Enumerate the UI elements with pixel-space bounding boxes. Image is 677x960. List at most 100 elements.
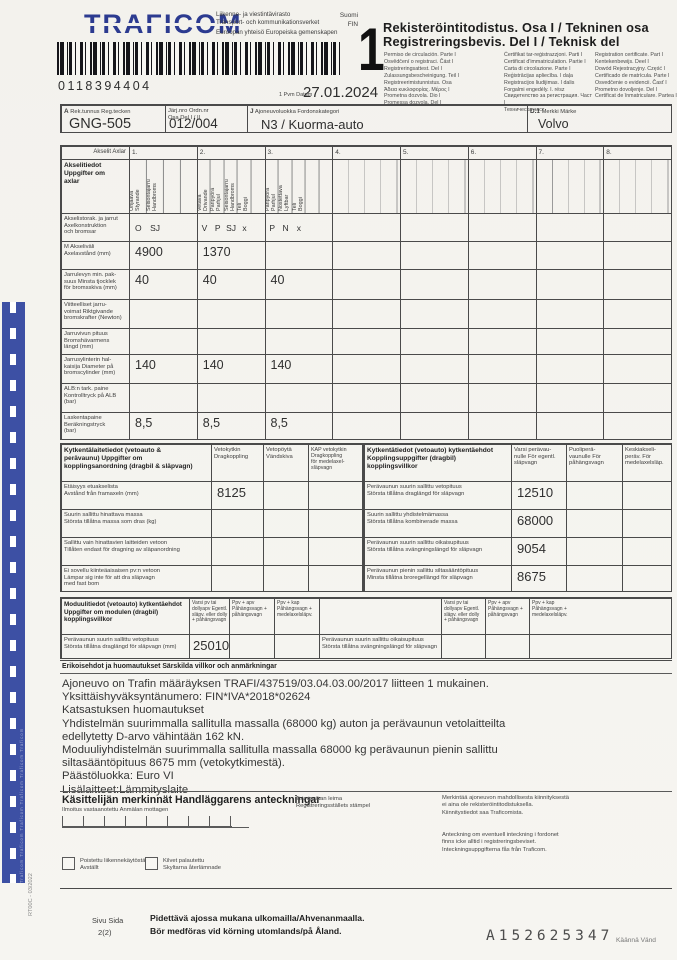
carry-notice-fi: Pidettävä ajossa mukana ulkomailla/Ahven… (150, 913, 365, 923)
wheelbase-value: 1370 (196, 241, 265, 269)
brake-cylinder-diameter-value (535, 354, 604, 383)
reference-brake-forces-value (196, 299, 265, 328)
axles-corner-label: Akselit Axlar (61, 146, 129, 159)
reference-brake-forces-value (603, 299, 671, 328)
brake-disc-thickness-value: 40 (129, 269, 197, 299)
empty-cell (308, 565, 362, 591)
brake-lever-length-value (196, 328, 265, 354)
kap-coupling-col-label: KAP vetokytkin Dragkoppling för medelaxe… (308, 444, 362, 481)
brake-cylinder-diameter-value (467, 354, 536, 383)
axle2-sub-empty (250, 160, 265, 213)
axle-number: 8. (603, 146, 671, 159)
eu-community-label: Euroopan yhteisö Europeiska gemenskapen (216, 29, 338, 36)
wheelbase-value (603, 241, 671, 269)
document-serial-number: A152625347 (486, 928, 614, 944)
alb-control-pressure-value (196, 383, 265, 412)
coupling-data-table: Kytkentätiedot (vetoauto) kytkentäehdot … (363, 443, 672, 592)
max-swing-length-value: 9054 (511, 537, 566, 565)
module-col2-label: Ppv + apv Påhängsvagn + påhängsvagn (229, 598, 274, 634)
field-j-tag: J (250, 108, 254, 115)
date-value: 27.01.2024 (303, 84, 379, 101)
calculation-pressure-label: Laskentapaine Beräkningstryck (bar) (61, 412, 129, 439)
axle2-header: Vetävä Drivande Paripyörä Parhjul Seison… (196, 159, 265, 213)
calculation-pressure-value: 8,5 (196, 412, 265, 439)
empty-cell (308, 509, 362, 537)
deregistered-checkbox (62, 857, 75, 870)
module-col3-label: Ppv + kap Påhängsvagn + medelaxelsläpv. (274, 598, 319, 634)
distance-front-axle-label: Etäisyys etuakselista Avstånd från frama… (61, 481, 211, 509)
calculation-pressure-value (603, 412, 671, 439)
empty-cell (441, 634, 485, 658)
empty-cell (622, 509, 671, 537)
reference-brake-forces-value (332, 299, 400, 328)
max-combination-mass-label: Suurin sallittu yhdistelmämassa Största … (364, 509, 511, 537)
axle3-sub-liftable: Nostettava Lyftbar (278, 160, 292, 213)
tow-coupling-col-label: Vetokytkin Dragkoppling (211, 444, 263, 481)
empty-cell (467, 213, 536, 241)
vehicle-class-label: Ajoneuvoluokka Fordonskategori (254, 109, 340, 115)
brake-disc-thickness-value (535, 269, 604, 299)
reference-brake-forces-value (129, 299, 197, 328)
title-translations-col3: Registration certificate. Part I Kenteke… (595, 52, 677, 100)
coupling-device-table: Kytkentälaitetiedot (vetoauto & perävaun… (60, 443, 363, 592)
empty-cell (229, 634, 274, 658)
calculation-pressure-value (467, 412, 536, 439)
axle-number: 7. (535, 146, 604, 159)
axle1-header: Ohjaava Styrande Seisontajarru Handbroms (129, 159, 197, 213)
axle2-sub-twinwheel: Paripyörä Parhjul (210, 160, 224, 213)
empty-cell (274, 634, 319, 658)
doc-title-sv: Registreringsbevis. Del I / Teknisk del (383, 34, 620, 49)
reference-brake-forces-value (535, 299, 604, 328)
deregistered-label: Poistettu liikennekäytöstä Avställt (80, 858, 146, 872)
empty-cell (566, 537, 622, 565)
empty-cell (603, 213, 671, 241)
empty-cell (332, 213, 400, 241)
max-towed-mass-label: Suurin sallittu hinattava massa Största … (61, 509, 211, 537)
make-cell: D.1 Merkki Märke Volvo (527, 105, 671, 132)
reference-brake-forces-value (467, 299, 536, 328)
axle-section-title: Akselitiedot Uppgifter om axlar (61, 159, 129, 213)
module-col4-label: Varsi pv tai dollyapv Egentl. släpv. ell… (441, 598, 485, 634)
axle4-header (332, 159, 400, 213)
semi-trailer-col-label: Puoliperä- vaunulle För påhängsvagn (566, 444, 622, 481)
axle5-header (400, 159, 468, 213)
axle8-header (603, 159, 671, 213)
brake-disc-thickness-value (467, 269, 536, 299)
security-strip-text: Traficom Traficom Traficom Traficom Traf… (19, 727, 24, 883)
brake-disc-thickness-value (603, 269, 671, 299)
vehicle-class-cell: J Ajoneuvoluokka Fordonskategori N3 / Ku… (247, 105, 527, 132)
axle-code: SJ (226, 222, 237, 233)
alb-control-pressure-value (603, 383, 671, 412)
axle-code: x (296, 222, 301, 233)
identification-table: A Rek.tunnus Reg.tecken GNG-505 Järj.nro… (60, 104, 672, 133)
empty-cell (319, 598, 441, 634)
calculation-pressure-value (535, 412, 604, 439)
max-swing-length-label: Perävaunun suurin sallittu oikaisupituus… (364, 537, 511, 565)
brake-disc-thickness-value: 40 (264, 269, 333, 299)
reference-brake-forces-value (264, 299, 333, 328)
axle-number: 1. (129, 146, 197, 159)
plates-returned-checkbox (145, 857, 158, 870)
mortgage-note-fi: Merkintää ajoneuvon mahdollisesta kiinni… (442, 795, 569, 816)
barcode-number: 0118394404 (58, 79, 152, 93)
brake-disc-thickness-label: Jarrulevyn min. pak- suus Minsta tjockle… (61, 269, 129, 299)
brake-disc-thickness-value (332, 269, 400, 299)
axle-number: 2. (196, 146, 265, 159)
empty-cell (535, 213, 604, 241)
title-translations-col2: Ċertifikat tar-reġistrazzjoni. Parti I C… (504, 52, 592, 114)
axle3-sub-twinwheel: Paripyörä Parhjul (264, 187, 277, 211)
axle3-sub-empty (305, 160, 319, 213)
brake-lever-length-value (603, 328, 671, 354)
field-a-tag: A (64, 108, 69, 115)
office-stamp-label: Toimipaikan leima Registreringsställets … (296, 796, 371, 810)
axle1-sub-steering: Ohjaava Styrande (129, 189, 141, 211)
empty-cell (263, 565, 308, 591)
brake-cylinder-diameter-value (603, 354, 671, 383)
special-conditions-heading: Erikoisehdot ja huomautukset Särskilda v… (62, 663, 277, 670)
alb-control-pressure-label: ALB:n tark. paine Kontrolltryck på ALB (… (61, 383, 129, 412)
axle-code: V (201, 222, 208, 233)
empty-cell (263, 537, 308, 565)
coupling-device-title: Kytkentälaitetiedot (vetoauto & perävaun… (61, 444, 211, 481)
make-value: Volvo (538, 116, 569, 131)
not-rigid-drawbar-label: Ei sovellu kiinteäaisaisen pv:n vetoon L… (61, 565, 211, 591)
